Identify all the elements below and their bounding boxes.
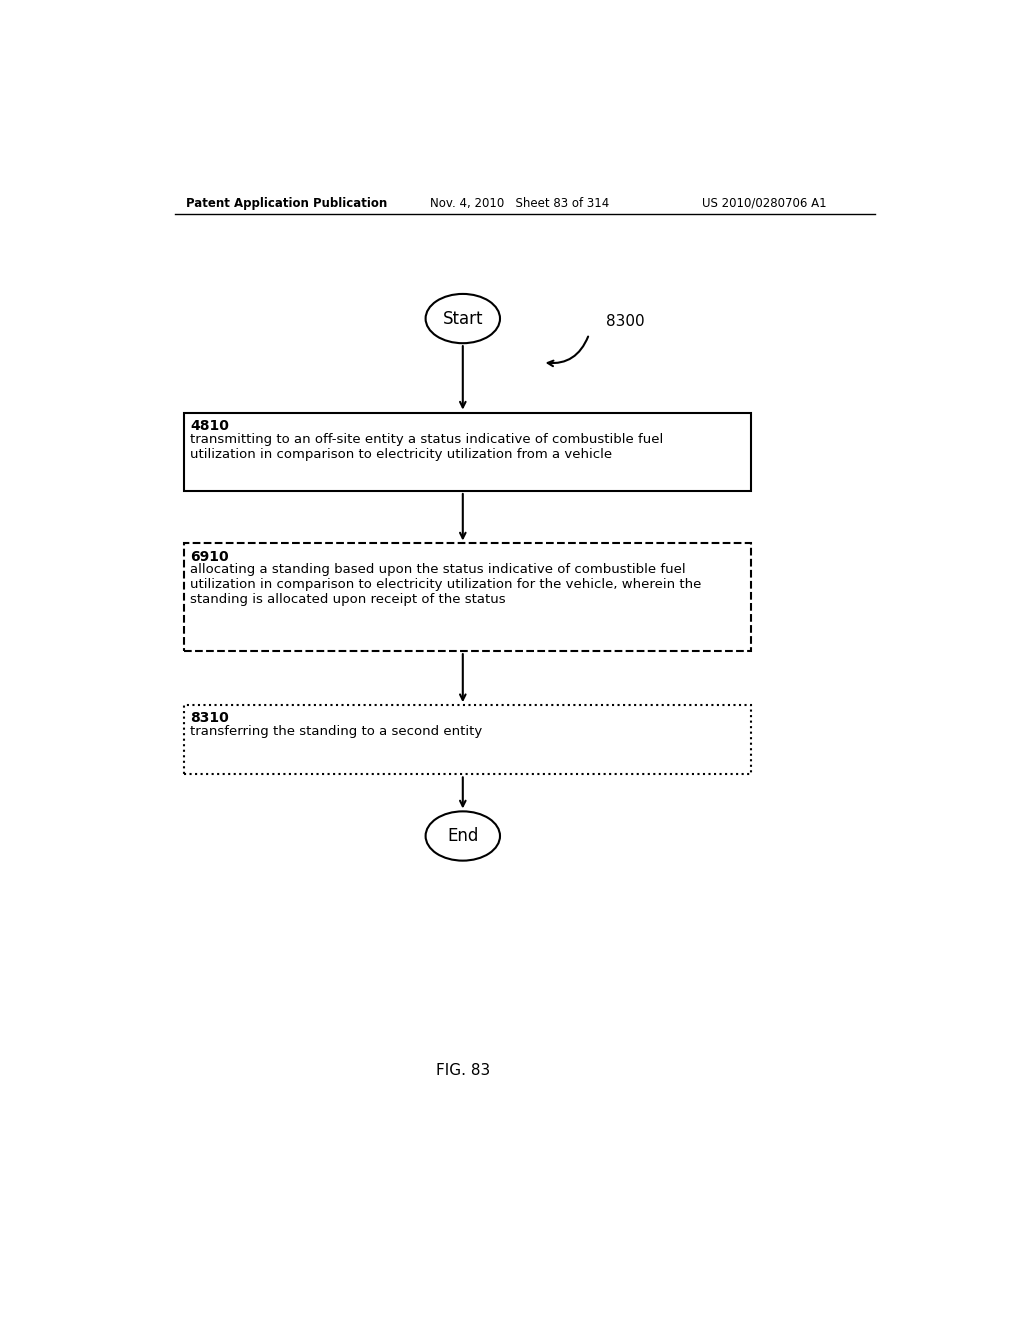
Text: US 2010/0280706 A1: US 2010/0280706 A1 <box>701 197 826 210</box>
Text: 4810: 4810 <box>190 418 229 433</box>
Text: transmitting to an off-site entity a status indicative of combustible fuel
utili: transmitting to an off-site entity a sta… <box>190 433 664 461</box>
Bar <box>183 413 751 491</box>
Text: End: End <box>447 828 478 845</box>
Text: 8310: 8310 <box>190 711 228 725</box>
Text: FIG. 83: FIG. 83 <box>435 1064 489 1078</box>
Text: Start: Start <box>442 310 483 327</box>
Text: Nov. 4, 2010   Sheet 83 of 314: Nov. 4, 2010 Sheet 83 of 314 <box>430 197 609 210</box>
Text: 8300: 8300 <box>606 314 645 329</box>
Text: 6910: 6910 <box>190 549 228 564</box>
Text: allocating a standing based upon the status indicative of combustible fuel
utili: allocating a standing based upon the sta… <box>190 564 701 606</box>
Text: transferring the standing to a second entity: transferring the standing to a second en… <box>190 725 482 738</box>
Text: Patent Application Publication: Patent Application Publication <box>186 197 387 210</box>
Bar <box>183 544 751 651</box>
Bar <box>183 705 751 775</box>
